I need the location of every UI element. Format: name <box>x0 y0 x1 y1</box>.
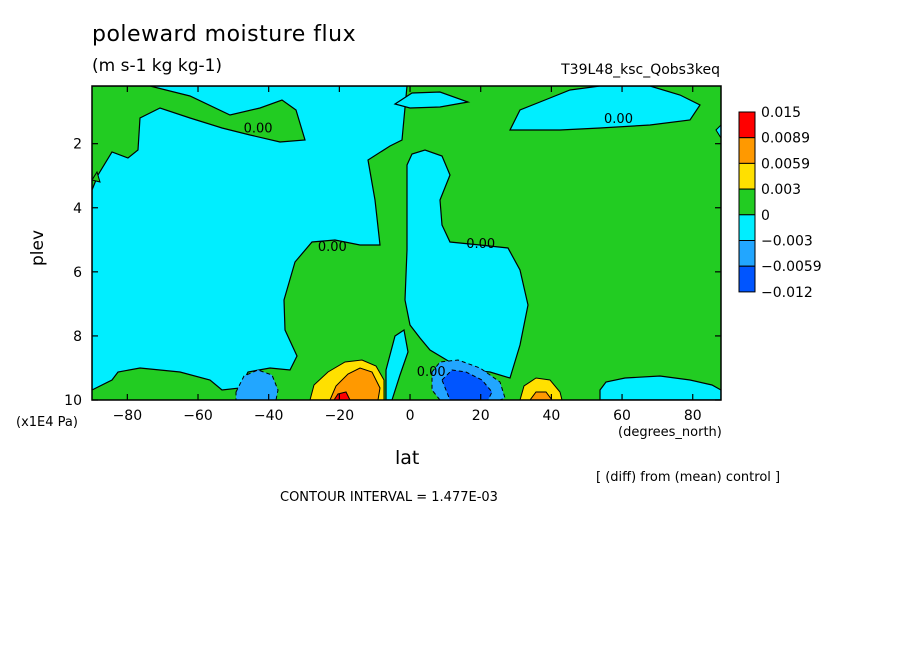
y-tick-label: 6 <box>73 265 82 281</box>
x-tick-label: 40 <box>542 408 560 424</box>
contour-label: 0.00 <box>318 240 347 255</box>
x-tick-label: −80 <box>113 408 143 424</box>
colorbar-label: −0.003 <box>761 234 813 250</box>
field-peak-positive-cell-south <box>333 391 351 400</box>
diff-note: [ (diff) from (mean) control ] <box>596 470 781 485</box>
y-axis: 2 4 6 8 10 <box>64 137 721 409</box>
colorbar-label: 0.003 <box>761 182 801 198</box>
colorbar-label: 0.0059 <box>761 156 810 172</box>
y-tick-label: 8 <box>73 329 82 345</box>
colorbar-swatch <box>738 265 756 293</box>
contour-label: 0.00 <box>466 237 495 252</box>
run-label: T39L48_ksc_Qobs3keq <box>561 62 720 78</box>
y-tick-label: 4 <box>73 201 82 217</box>
colorbar-swatch <box>738 111 756 139</box>
y-tick-label: 10 <box>64 393 82 409</box>
x-tick-label: 60 <box>613 408 631 424</box>
field-negative-region-north-top <box>509 86 701 131</box>
x-axis-label: lat <box>395 447 420 469</box>
field-negative-region-east-lower <box>599 375 721 400</box>
contour-label: 0.00 <box>417 365 446 380</box>
field-strongest-negative-cell-north <box>441 369 493 400</box>
x-tick-label: −40 <box>254 408 284 424</box>
colorbar-swatch <box>738 188 756 216</box>
x-tick-label: 80 <box>684 408 702 424</box>
field-negative-region-center-lower <box>385 328 409 400</box>
plot-area <box>92 86 721 400</box>
contour-label: 0.00 <box>244 122 273 137</box>
colorbar-label: 0.015 <box>761 105 801 121</box>
x-axis: −80 −60 −40 −20 0 20 40 60 80 <box>113 86 702 424</box>
y-axis-label: plev <box>28 229 48 266</box>
edge-marker-west <box>92 170 101 183</box>
edge-marker-east <box>715 124 721 139</box>
contour-labels: 0.00 0.00 0.00 0.00 0.00 <box>244 112 633 380</box>
chart-title: poleward moisture flux <box>92 22 357 47</box>
x-axis-units: (degrees_north) <box>618 425 722 440</box>
colorbar-swatch <box>738 214 756 242</box>
field-strong-negative-cell-south <box>235 369 279 400</box>
contour-label: 0.00 <box>604 112 633 127</box>
x-tick-label: 0 <box>406 408 415 424</box>
field-negative-region-center <box>404 149 529 379</box>
y-tick-label: 2 <box>73 137 82 153</box>
colorbar-swatch <box>738 162 756 190</box>
colorbar-label: 0 <box>761 208 770 224</box>
colorbar-label: 0.0089 <box>761 131 810 147</box>
x-tick-label: −20 <box>325 408 355 424</box>
plot-frame <box>91 85 722 401</box>
field-high-positive-cell-south <box>329 367 381 400</box>
field-high-positive-cell-north <box>529 391 553 400</box>
colorbar: 0.015 0.0089 0.0059 0.003 0 −0.003 −0.0059 −0.0… <box>738 105 822 301</box>
chart-subtitle: (m s-1 kg kg-1) <box>92 56 223 76</box>
colorbar-label: −0.0059 <box>761 259 822 275</box>
colorbar-label: −0.012 <box>761 285 813 301</box>
contour-interval: CONTOUR INTERVAL = 1.477E-03 <box>280 490 498 505</box>
field-negative-region-west <box>92 86 408 391</box>
y-axis-units: (x1E4 Pa) <box>16 415 78 430</box>
colorbar-swatch <box>738 137 756 164</box>
x-tick-label: 20 <box>472 408 490 424</box>
field-negative-region-top-center <box>393 91 471 109</box>
x-tick-label: −60 <box>183 408 213 424</box>
colorbar-swatch <box>738 240 756 267</box>
